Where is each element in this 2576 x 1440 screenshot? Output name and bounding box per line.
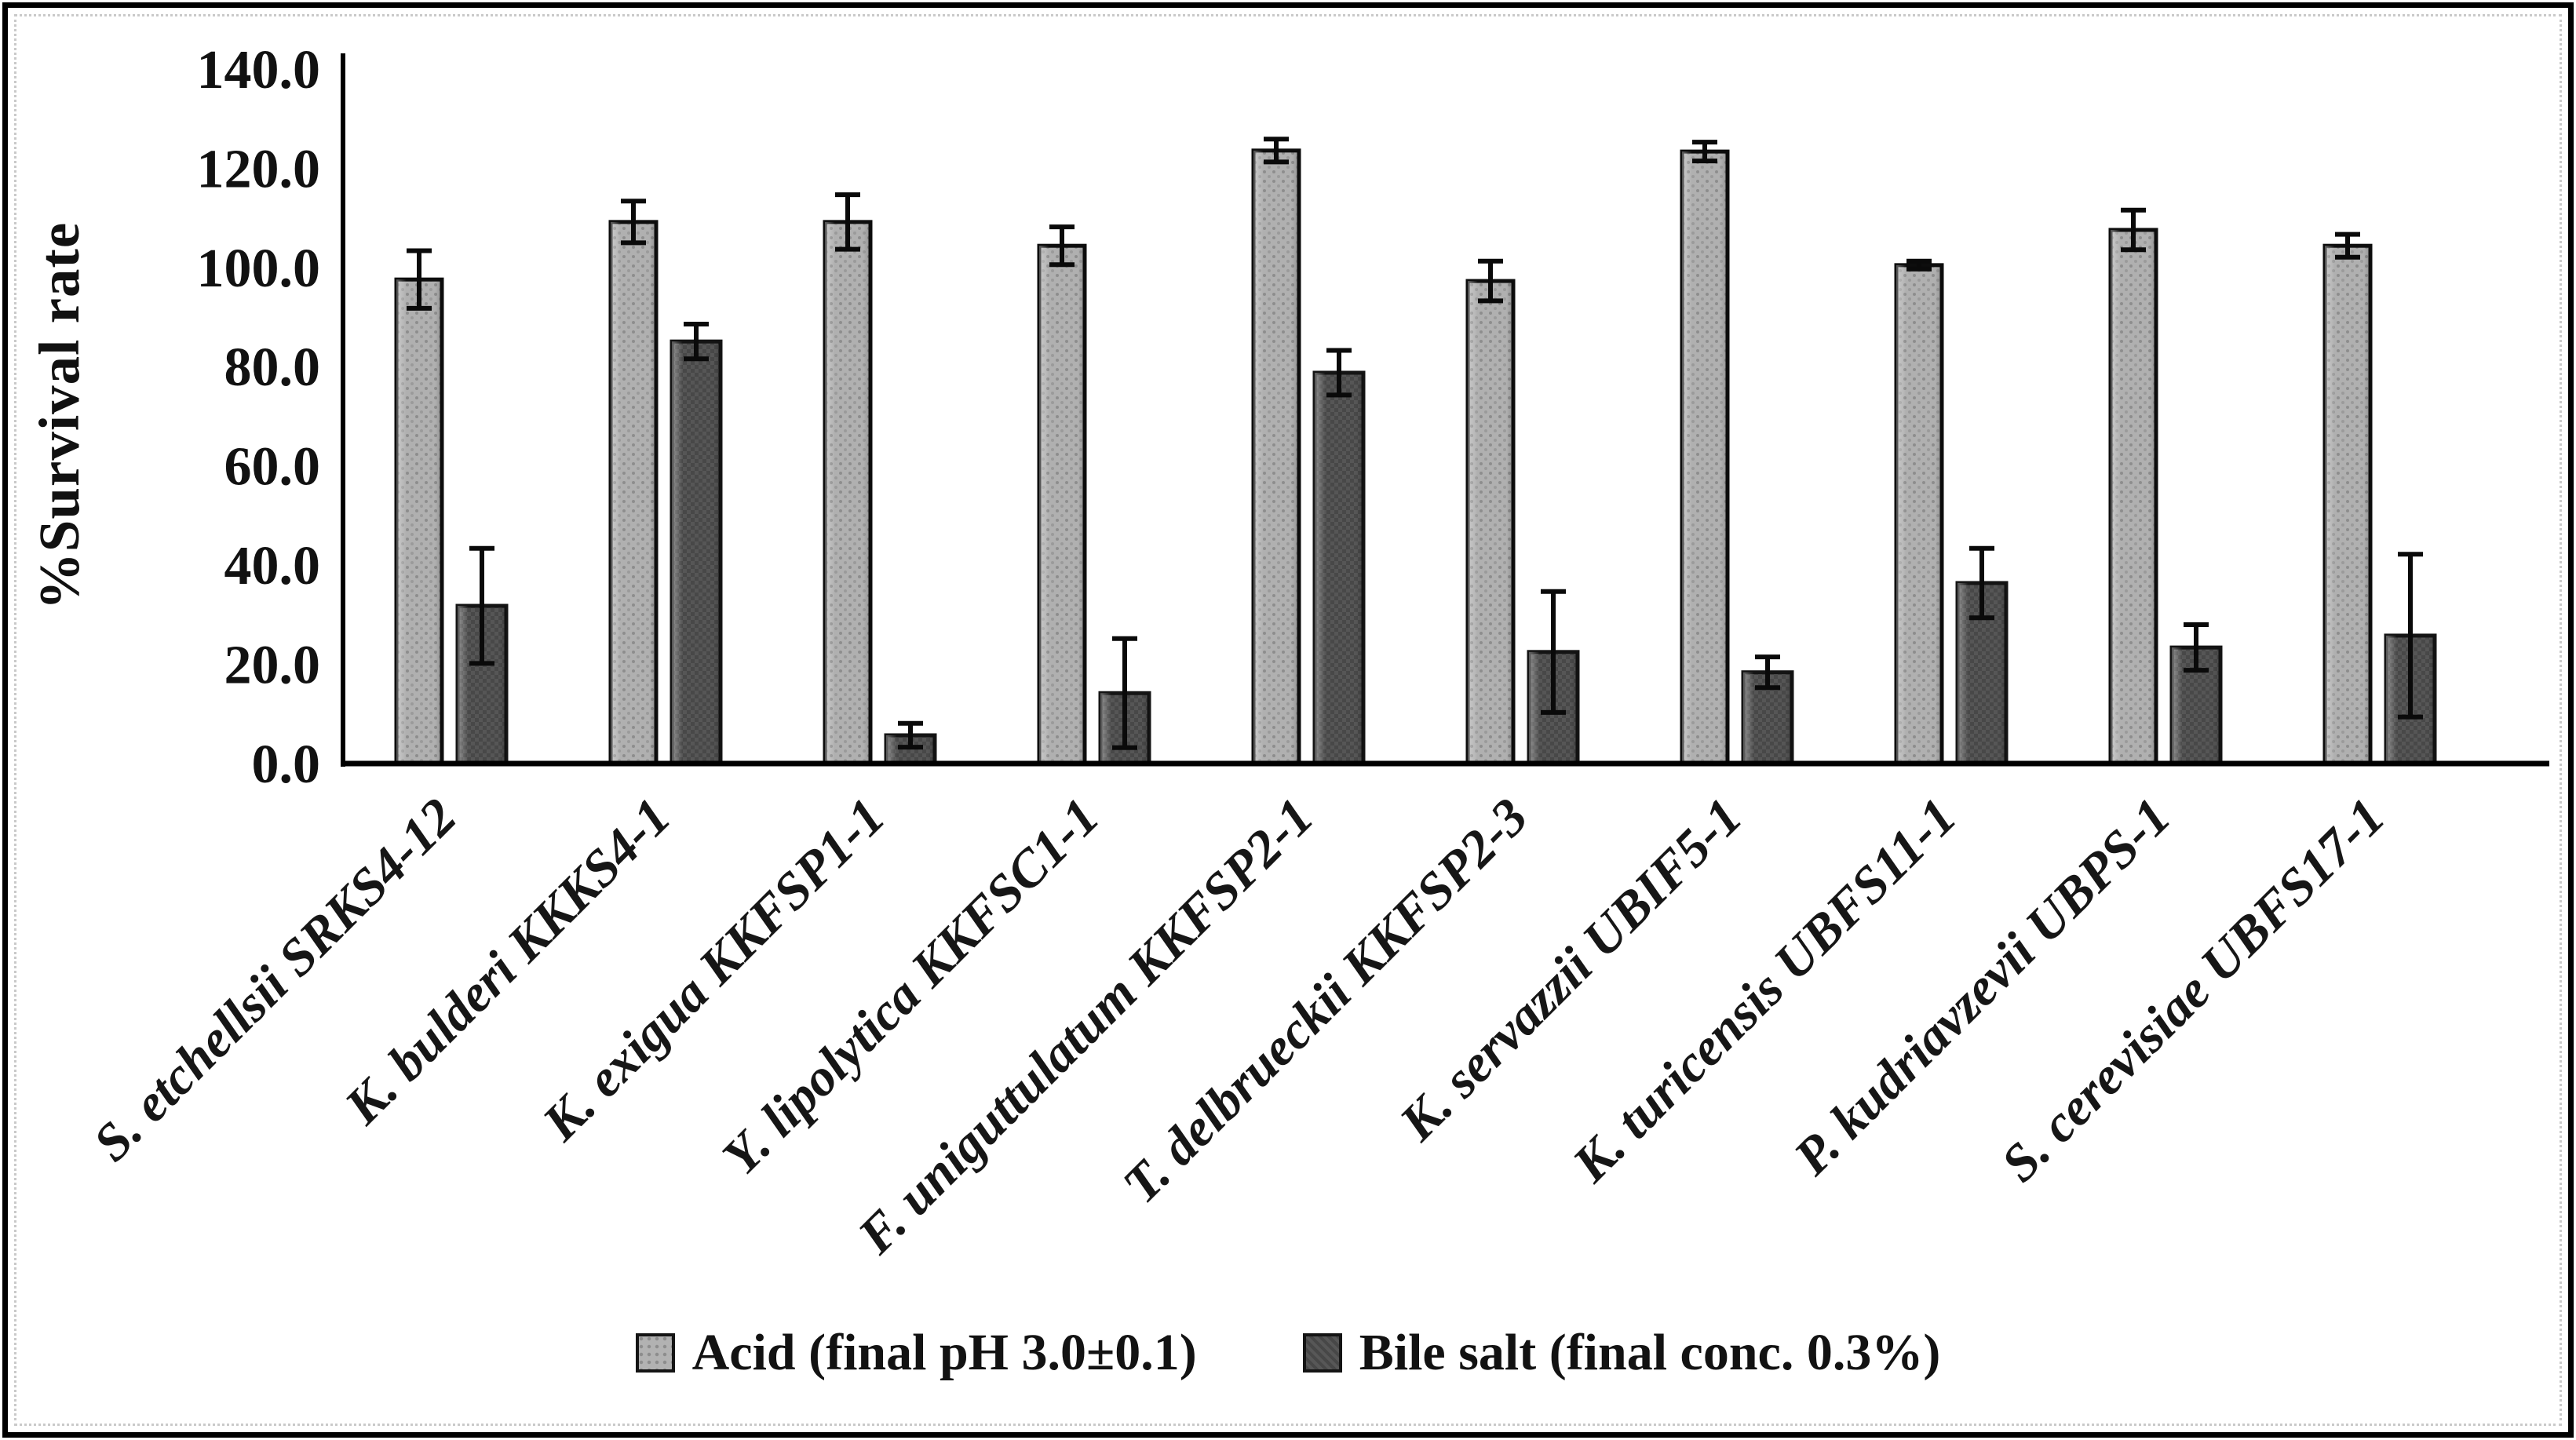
y-tick-label: 80.0 bbox=[224, 337, 321, 398]
y-axis-title: %Survival rate bbox=[27, 222, 91, 611]
bar-acid-sheen-9 bbox=[2325, 246, 2370, 764]
bar-acid-sheen-8 bbox=[2111, 229, 2156, 764]
bar-acid-sheen-2 bbox=[825, 221, 870, 764]
x-category-label: F. uniguttulatum KKFSP2-1 bbox=[847, 787, 1325, 1265]
bar-acid-sheen-0 bbox=[396, 279, 442, 764]
bar-acid-sheen-7 bbox=[1896, 264, 1942, 764]
x-category-label: K. turicensis UBFS11-1 bbox=[1561, 787, 1968, 1194]
bar-bile-sheen-1 bbox=[672, 341, 721, 764]
legend-item-acid: Acid (final pH 3.0±0.1) bbox=[635, 1323, 1197, 1383]
x-category-label: S. etchellsii SRKS4-12 bbox=[82, 787, 468, 1172]
bar-acid-sheen-6 bbox=[1682, 151, 1728, 764]
bar-acid-sheen-1 bbox=[611, 221, 656, 764]
legend-label-bile: Bile salt (final conc. 0.3%) bbox=[1359, 1324, 1941, 1381]
y-tick-label: 40.0 bbox=[224, 536, 321, 596]
x-category-label: T. delbrueckii KKFSP2-3 bbox=[1111, 787, 1538, 1214]
bar-acid-sheen-3 bbox=[1039, 246, 1085, 764]
bar-acid-sheen-5 bbox=[1468, 281, 1513, 764]
legend-swatch-acid bbox=[635, 1333, 675, 1373]
legend-item-bile: Bile salt (final conc. 0.3%) bbox=[1302, 1323, 1941, 1383]
y-tick-label: 100.0 bbox=[197, 239, 321, 299]
legend-label-acid: Acid (final pH 3.0±0.1) bbox=[691, 1324, 1197, 1381]
y-tick-label: 60.0 bbox=[224, 437, 321, 498]
x-category-label: Y. lipolytica KKFSC1-1 bbox=[711, 787, 1110, 1186]
legend-swatch-bile bbox=[1302, 1333, 1342, 1373]
x-category-label: S. cerevisiae UBFS17-1 bbox=[1990, 787, 2396, 1193]
chart-legend: Acid (final pH 3.0±0.1) Bile salt (final… bbox=[0, 1323, 2576, 1383]
y-tick-label: 0.0 bbox=[252, 735, 321, 795]
y-tick-label: 120.0 bbox=[197, 139, 321, 199]
y-tick-label: 20.0 bbox=[224, 635, 321, 695]
bar-acid-sheen-4 bbox=[1253, 150, 1299, 764]
x-category-label: P. kudriavzevii UBPS-1 bbox=[1782, 787, 2182, 1187]
y-tick-label: 140.0 bbox=[197, 40, 321, 100]
bar-bile-sheen-4 bbox=[1315, 372, 1363, 764]
